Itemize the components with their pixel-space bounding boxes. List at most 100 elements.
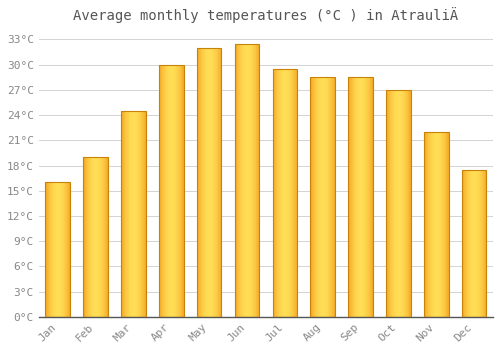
- Bar: [201, 48, 202, 317]
- Bar: [288, 69, 289, 317]
- Bar: [324, 77, 325, 317]
- Bar: [212, 48, 213, 317]
- Bar: [169, 65, 170, 317]
- Bar: [249, 44, 250, 317]
- Bar: [353, 77, 354, 317]
- Bar: [474, 170, 476, 317]
- Bar: [354, 77, 355, 317]
- Bar: [404, 90, 405, 317]
- Bar: [285, 69, 286, 317]
- Bar: [476, 170, 477, 317]
- Bar: [272, 69, 297, 317]
- Bar: [357, 77, 358, 317]
- Bar: [248, 44, 249, 317]
- Bar: [325, 77, 326, 317]
- Bar: [181, 65, 182, 317]
- Bar: [141, 111, 142, 317]
- Bar: [67, 182, 68, 317]
- Bar: [312, 77, 313, 317]
- Bar: [216, 48, 217, 317]
- Bar: [289, 69, 290, 317]
- Bar: [218, 48, 219, 317]
- Bar: [348, 77, 349, 317]
- Bar: [170, 65, 172, 317]
- Bar: [424, 132, 425, 317]
- Bar: [59, 182, 60, 317]
- Bar: [139, 111, 140, 317]
- Bar: [183, 65, 184, 317]
- Bar: [362, 77, 363, 317]
- Bar: [178, 65, 180, 317]
- Bar: [369, 77, 370, 317]
- Bar: [391, 90, 392, 317]
- Bar: [398, 90, 399, 317]
- Bar: [393, 90, 394, 317]
- Bar: [443, 132, 444, 317]
- Bar: [103, 157, 104, 317]
- Bar: [180, 65, 181, 317]
- Bar: [142, 111, 144, 317]
- Bar: [444, 132, 445, 317]
- Bar: [132, 111, 133, 317]
- Bar: [165, 65, 166, 317]
- Bar: [318, 77, 319, 317]
- Bar: [136, 111, 137, 317]
- Title: Average monthly temperatures (°C ) in AtrauliÄ: Average monthly temperatures (°C ) in At…: [74, 7, 458, 23]
- Bar: [463, 170, 464, 317]
- Bar: [481, 170, 482, 317]
- Bar: [121, 111, 146, 317]
- Bar: [277, 69, 278, 317]
- Bar: [350, 77, 352, 317]
- Bar: [133, 111, 134, 317]
- Bar: [372, 77, 373, 317]
- Bar: [197, 48, 222, 317]
- Bar: [272, 69, 273, 317]
- Bar: [93, 157, 94, 317]
- Bar: [466, 170, 468, 317]
- Bar: [407, 90, 408, 317]
- Bar: [433, 132, 434, 317]
- Bar: [46, 182, 70, 317]
- Bar: [213, 48, 214, 317]
- Bar: [66, 182, 67, 317]
- Bar: [177, 65, 178, 317]
- Bar: [245, 44, 246, 317]
- Bar: [426, 132, 427, 317]
- Bar: [290, 69, 291, 317]
- Bar: [145, 111, 146, 317]
- Bar: [168, 65, 169, 317]
- Bar: [247, 44, 248, 317]
- Bar: [397, 90, 398, 317]
- Bar: [316, 77, 317, 317]
- Bar: [241, 44, 242, 317]
- Bar: [214, 48, 216, 317]
- Bar: [137, 111, 138, 317]
- Bar: [368, 77, 369, 317]
- Bar: [286, 69, 288, 317]
- Bar: [327, 77, 328, 317]
- Bar: [239, 44, 240, 317]
- Bar: [134, 111, 136, 317]
- Bar: [257, 44, 258, 317]
- Bar: [371, 77, 372, 317]
- Bar: [211, 48, 212, 317]
- Bar: [125, 111, 126, 317]
- Bar: [90, 157, 92, 317]
- Bar: [167, 65, 168, 317]
- Bar: [471, 170, 472, 317]
- Bar: [237, 44, 238, 317]
- Bar: [409, 90, 410, 317]
- Bar: [161, 65, 162, 317]
- Bar: [200, 48, 201, 317]
- Bar: [310, 77, 335, 317]
- Bar: [253, 44, 254, 317]
- Bar: [92, 157, 93, 317]
- Bar: [53, 182, 54, 317]
- Bar: [221, 48, 222, 317]
- Bar: [401, 90, 402, 317]
- Bar: [358, 77, 360, 317]
- Bar: [465, 170, 466, 317]
- Bar: [58, 182, 59, 317]
- Bar: [402, 90, 404, 317]
- Bar: [469, 170, 470, 317]
